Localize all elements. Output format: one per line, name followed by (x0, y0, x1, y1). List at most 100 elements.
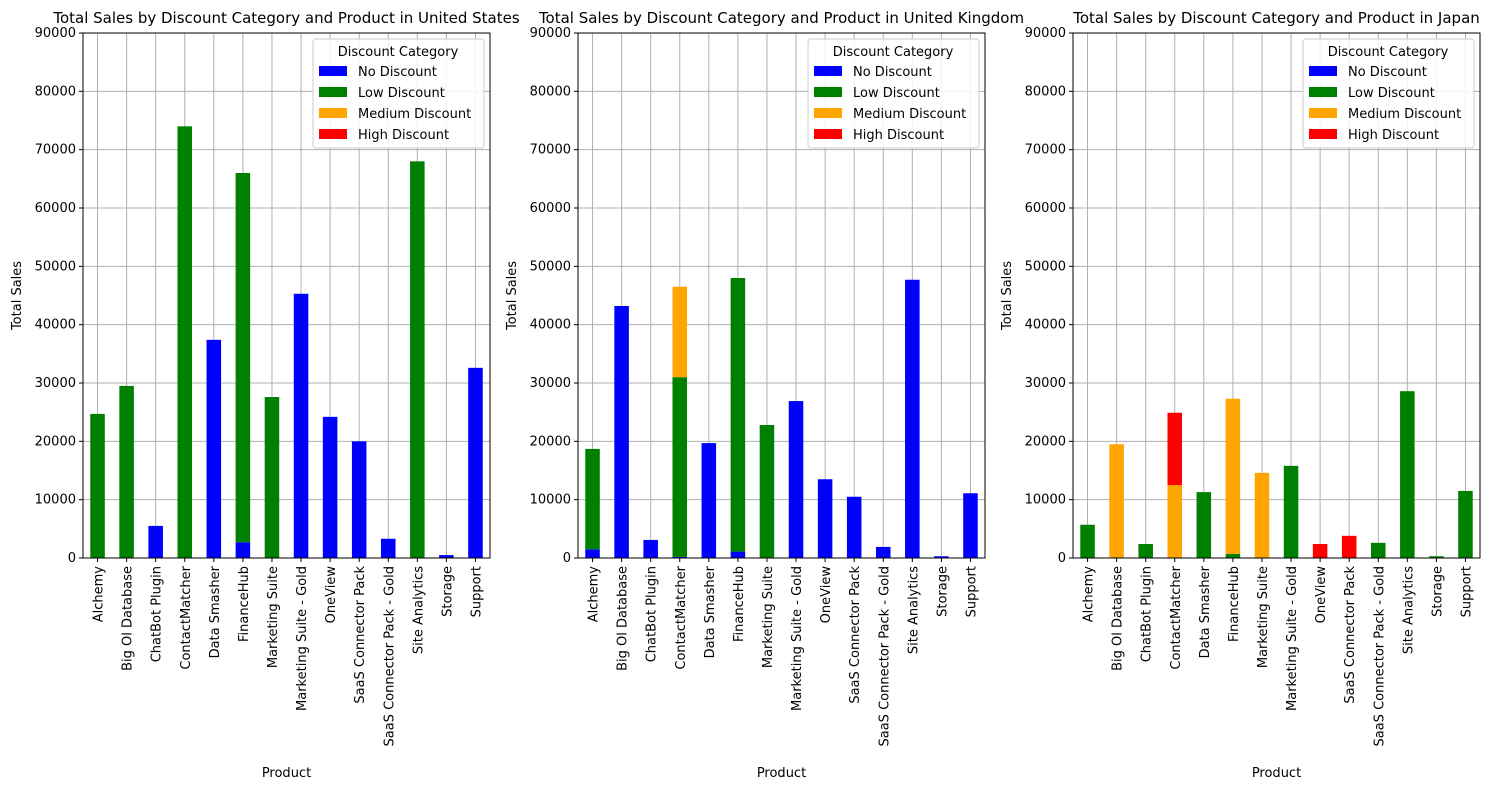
legend-swatch (814, 129, 842, 139)
y-tick-label: 70000 (1025, 143, 1066, 158)
y-tick-label: 40000 (1025, 318, 1066, 333)
y-tick-label: 10000 (530, 493, 571, 508)
bar-segment (585, 448, 600, 550)
x-tick-label: Support (964, 566, 979, 617)
bar-segment (206, 339, 222, 558)
x-tick-label: Storage (935, 566, 950, 617)
bar-segment (1429, 556, 1444, 558)
x-tick-label: OneView (324, 566, 339, 624)
bar-segment (963, 493, 978, 558)
y-tick-label: 60000 (35, 201, 76, 216)
bar-segment (1312, 544, 1328, 558)
legend-box (1302, 38, 1475, 149)
legend: Discount Category No Discount Low Discount… (1302, 38, 1475, 149)
bar-segment (1138, 544, 1153, 558)
legend-swatch (814, 108, 842, 118)
bar-segment (614, 306, 629, 558)
bar-segment (235, 173, 251, 543)
y-tick-label: 0 (563, 551, 571, 566)
legend-label: Medium Discount (853, 107, 966, 122)
x-axis-label: Product (262, 766, 311, 781)
x-tick-label: SaaS Connector Pack - Gold (1372, 566, 1387, 747)
legend-label: Medium Discount (1348, 107, 1461, 122)
legend-label: High Discount (853, 128, 944, 143)
x-tick-label: Marketing Suite - Gold (295, 566, 310, 711)
y-tick-label: 60000 (1025, 201, 1066, 216)
bar-segment (701, 443, 717, 558)
legend-label: No Discount (1348, 65, 1427, 80)
bar-segment (934, 556, 949, 558)
legend-label: No Discount (358, 65, 437, 80)
legend-swatch (319, 66, 347, 76)
bar-segment (672, 377, 688, 557)
bar-segment (672, 286, 688, 378)
subplot-2: 0 10000 20000 30000 40000 50000 60000 70000 8000… (1000, 9, 1481, 781)
x-tick-label: Site Analytics (1401, 566, 1416, 654)
x-tick-label: FinanceHub (1227, 566, 1242, 642)
legend-label: Medium Discount (358, 107, 471, 122)
legend-swatch (319, 87, 347, 97)
y-tick-label: 60000 (530, 201, 571, 216)
x-tick-label: FinanceHub (237, 566, 252, 642)
y-axis-label: Total Sales (10, 261, 25, 331)
x-tick-label: Storage (440, 566, 455, 617)
bar-segment (1109, 444, 1124, 558)
y-tick-label: 80000 (35, 84, 76, 99)
bar-segment (410, 161, 425, 559)
bar-segment (817, 479, 833, 558)
bar-segment (1400, 391, 1415, 558)
x-tick-label: Marketing Suite (266, 566, 281, 668)
x-tick-label: Site Analytics (906, 566, 921, 654)
y-tick-label: 50000 (530, 259, 571, 274)
y-tick-label: 20000 (530, 434, 571, 449)
subplot-0: 0 10000 20000 30000 40000 50000 60000 70000 8000… (10, 9, 520, 781)
bar-segment (1341, 535, 1357, 558)
x-tick-label: Big Ol Database (616, 566, 631, 671)
legend-swatch (1309, 108, 1337, 118)
subplot-1: 0 10000 20000 30000 40000 50000 60000 70000 8000… (505, 9, 1024, 781)
legend-title: Discount Category (1328, 45, 1449, 60)
bar-segment (1080, 524, 1095, 558)
bar-segment (672, 556, 688, 558)
x-axis-label: Product (1252, 766, 1301, 781)
bar-segment (846, 496, 862, 558)
x-tick-label: ChatBot Plugin (150, 566, 165, 662)
bar-segment (322, 416, 338, 558)
y-tick-label: 10000 (35, 493, 76, 508)
bar-segment (148, 525, 163, 558)
x-tick-label: ContactMatcher (1169, 565, 1184, 669)
x-tick-label: SaaS Connector Pack - Gold (877, 566, 892, 747)
bar-segment (1370, 542, 1386, 558)
x-tick-label: SaaS Connector Pack - Gold (382, 566, 397, 747)
bar-segment (875, 546, 891, 558)
x-tick-label: Big Ol Database (121, 566, 136, 671)
legend-box (807, 38, 980, 149)
legend-swatch (1309, 129, 1337, 139)
bar-segment (643, 539, 658, 558)
x-tick-label: Big Ol Database (1111, 566, 1126, 671)
legend-swatch (1309, 87, 1337, 97)
x-tick-label: Storage (1430, 566, 1445, 617)
bar-segment (177, 126, 193, 558)
y-tick-label: 80000 (1025, 84, 1066, 99)
bar-segment (759, 425, 775, 558)
x-tick-label: SaaS Connector Pack (1343, 566, 1358, 704)
x-tick-label: Alchemy (587, 566, 602, 623)
x-tick-label: Marketing Suite (1256, 566, 1271, 668)
x-tick-label: SaaS Connector Pack (848, 566, 863, 704)
axes-frame (577, 32, 986, 559)
x-tick-label: Marketing Suite - Gold (1285, 566, 1300, 711)
x-tick-label: ContactMatcher (674, 565, 689, 669)
legend-label: Low Discount (358, 86, 445, 101)
bar-segment (585, 549, 600, 558)
bar-segment (1458, 490, 1473, 558)
x-tick-label: Marketing Suite (761, 566, 776, 668)
legend: Discount Category No Discount Low Discount… (312, 38, 485, 149)
bar-segment (1225, 553, 1241, 558)
x-tick-label: Data Smasher (1198, 565, 1213, 658)
y-tick-label: 0 (1058, 551, 1066, 566)
y-axis-label: Total Sales (1000, 261, 1015, 331)
y-tick-label: 0 (68, 551, 76, 566)
bar-segment (468, 367, 483, 558)
